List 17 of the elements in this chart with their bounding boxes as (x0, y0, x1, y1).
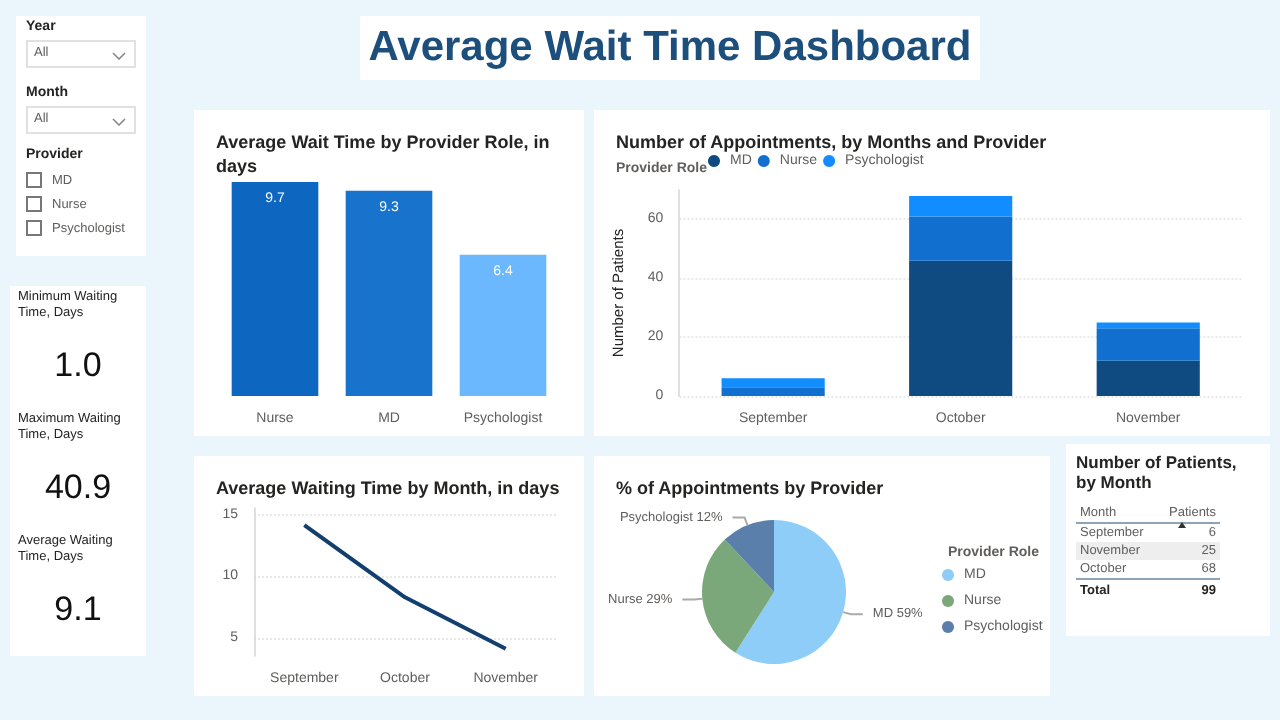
bar (721, 378, 825, 388)
bar (1096, 322, 1200, 329)
bar (1096, 360, 1200, 396)
text: 1.0 (52, 346, 104, 386)
bar (909, 195, 1013, 217)
chart-title: Average Waiting Time by Month, in days (216, 478, 560, 498)
text: 40.9 (42, 468, 114, 508)
text: Average Wait Time Dashboard (368, 24, 972, 72)
bar (1096, 328, 1200, 361)
text: 9.1 (52, 590, 104, 630)
chart-title: Number of Appointments, by Months and Provider (616, 132, 1048, 152)
text: Number of Patients, by Month (1076, 452, 1239, 492)
bar (721, 387, 825, 396)
chart-title: Average Wait Time by Provider Role, in days (216, 132, 555, 176)
chart-title: % of Appointments by Provider (616, 478, 885, 498)
bar (909, 216, 1013, 261)
bar (909, 260, 1013, 396)
